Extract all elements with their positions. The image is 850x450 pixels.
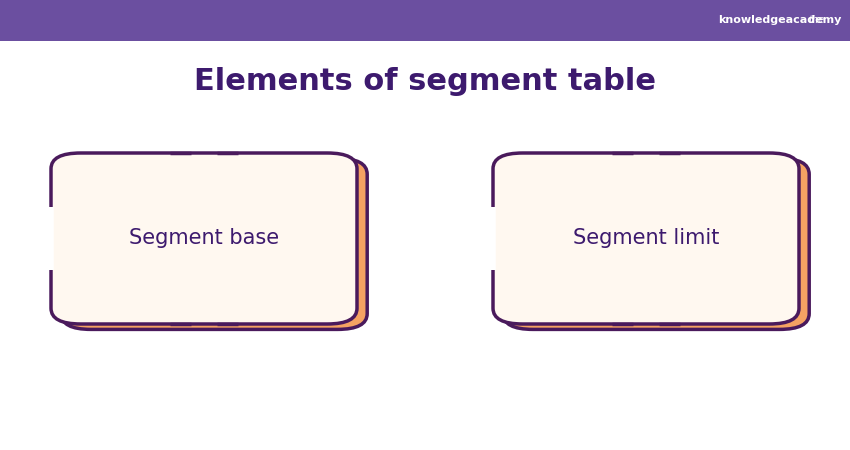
FancyBboxPatch shape [503,158,809,329]
Text: Segment base: Segment base [129,229,279,248]
Text: Elements of segment table: Elements of segment table [194,67,656,95]
Text: the: the [808,15,824,25]
Text: Segment limit: Segment limit [573,229,719,248]
FancyBboxPatch shape [51,153,357,324]
FancyBboxPatch shape [493,153,799,324]
FancyBboxPatch shape [0,0,850,40]
Text: knowledgeacademy: knowledgeacademy [718,15,842,25]
FancyBboxPatch shape [61,158,367,329]
